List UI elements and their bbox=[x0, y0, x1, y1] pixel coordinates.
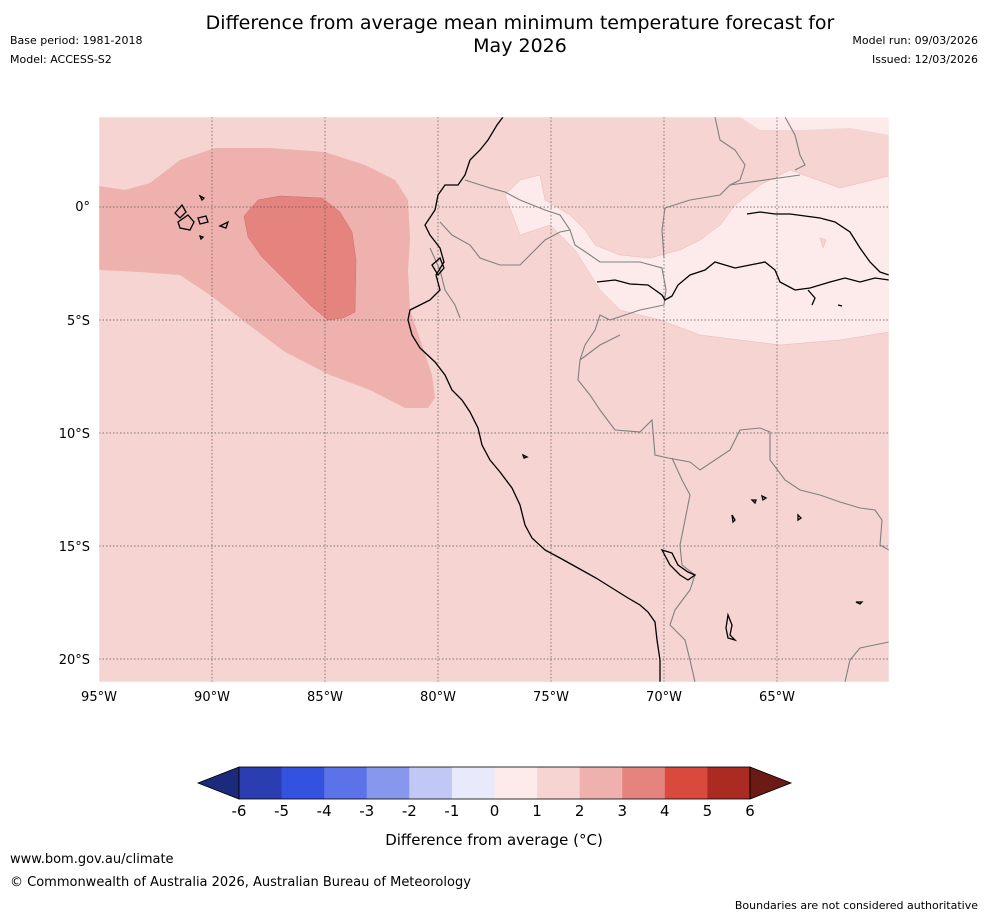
chart-title: Difference from average mean minimum tem… bbox=[150, 12, 890, 58]
lon-label: 80°W bbox=[420, 690, 456, 705]
colorbar-segment bbox=[451, 767, 495, 799]
lat-label: 20°S bbox=[59, 653, 90, 668]
colorbar-segment bbox=[664, 767, 708, 799]
colorbar-tick-label: -2 bbox=[402, 802, 417, 820]
model-run: Model run: 09/03/2026 bbox=[852, 34, 978, 47]
country-borders bbox=[429, 117, 889, 682]
lat-label: 0° bbox=[75, 200, 90, 215]
colorbar-segment bbox=[537, 767, 581, 799]
colorbar-tick-label: -1 bbox=[444, 802, 459, 820]
lon-label: 90°W bbox=[194, 690, 230, 705]
colorbar-segment bbox=[324, 767, 368, 799]
meta-left: Base period: 1981-2018 Model: ACCESS-S2 bbox=[10, 31, 142, 69]
colorbar-tick-label: -6 bbox=[232, 802, 247, 820]
map-area bbox=[99, 117, 889, 682]
colorbar-tick-label: 4 bbox=[660, 802, 670, 820]
footer-copyright: © Commonwealth of Australia 2026, Austra… bbox=[10, 875, 471, 890]
colorbar-extend-low bbox=[196, 766, 240, 800]
title-line-1: Difference from average mean minimum tem… bbox=[205, 12, 835, 34]
model-name: Model: ACCESS-S2 bbox=[10, 53, 112, 66]
colorbar-segment bbox=[281, 767, 325, 799]
colorbar-segment bbox=[707, 767, 751, 799]
colorbar-tick-label: 3 bbox=[617, 802, 627, 820]
colorbar-tick-label: -3 bbox=[359, 802, 374, 820]
lat-label: 15°S bbox=[59, 540, 90, 555]
colorbar-tick-label: 6 bbox=[745, 802, 755, 820]
colorbar-tick-label: -4 bbox=[317, 802, 332, 820]
colorbar-segment bbox=[494, 767, 538, 799]
graticule bbox=[99, 117, 889, 682]
map-frame bbox=[98, 116, 890, 683]
lon-label: 65°W bbox=[759, 690, 795, 705]
colorbar-segment bbox=[409, 767, 453, 799]
colorbar bbox=[196, 766, 793, 800]
colorbar-tick-label: 5 bbox=[703, 802, 713, 820]
coastlines bbox=[174, 117, 889, 682]
anomaly-region-mid bbox=[99, 148, 435, 408]
colorbar-tick-label: 2 bbox=[575, 802, 585, 820]
issued-date: Issued: 12/03/2026 bbox=[871, 53, 978, 66]
lat-label: 10°S bbox=[59, 427, 90, 442]
footer-note: Boundaries are not considered authoritat… bbox=[734, 899, 978, 912]
colorbar-tick-label: 0 bbox=[490, 802, 500, 820]
colorbar-segment bbox=[239, 767, 282, 799]
anomaly-region-high bbox=[243, 195, 357, 321]
lon-label: 95°W bbox=[81, 690, 117, 705]
lat-label: 5°S bbox=[67, 314, 90, 329]
colorbar-tick-label: -5 bbox=[274, 802, 289, 820]
meta-right: Model run: 09/03/2026 Issued: 12/03/2026 bbox=[852, 31, 978, 69]
colorbar-segment bbox=[366, 767, 410, 799]
base-period: Base period: 1981-2018 bbox=[10, 34, 143, 47]
latitude-labels: 0° 5°S 10°S 15°S 20°S bbox=[59, 200, 90, 668]
colorbar-frame bbox=[238, 766, 751, 800]
colorbar-segment bbox=[622, 767, 666, 799]
colorbar-tick-label: 1 bbox=[532, 802, 542, 820]
lon-label: 75°W bbox=[533, 690, 569, 705]
colorbar-extend-high bbox=[749, 766, 793, 800]
colorbar-label: Difference from average (°C) bbox=[385, 831, 603, 849]
longitude-labels: 95°W 90°W 85°W 80°W 75°W 70°W 65°W bbox=[81, 690, 795, 705]
title-line-2: May 2026 bbox=[473, 35, 567, 57]
lon-label: 85°W bbox=[307, 690, 343, 705]
footer-url[interactable]: www.bom.gov.au/climate bbox=[10, 852, 174, 867]
lon-label: 70°W bbox=[646, 690, 682, 705]
colorbar-segment bbox=[579, 767, 623, 799]
colorbar-ticks: -6 -5 -4 -3 -2 -1 0 1 2 3 4 5 6 bbox=[232, 802, 755, 820]
anomaly-region-low-dot bbox=[819, 237, 827, 249]
